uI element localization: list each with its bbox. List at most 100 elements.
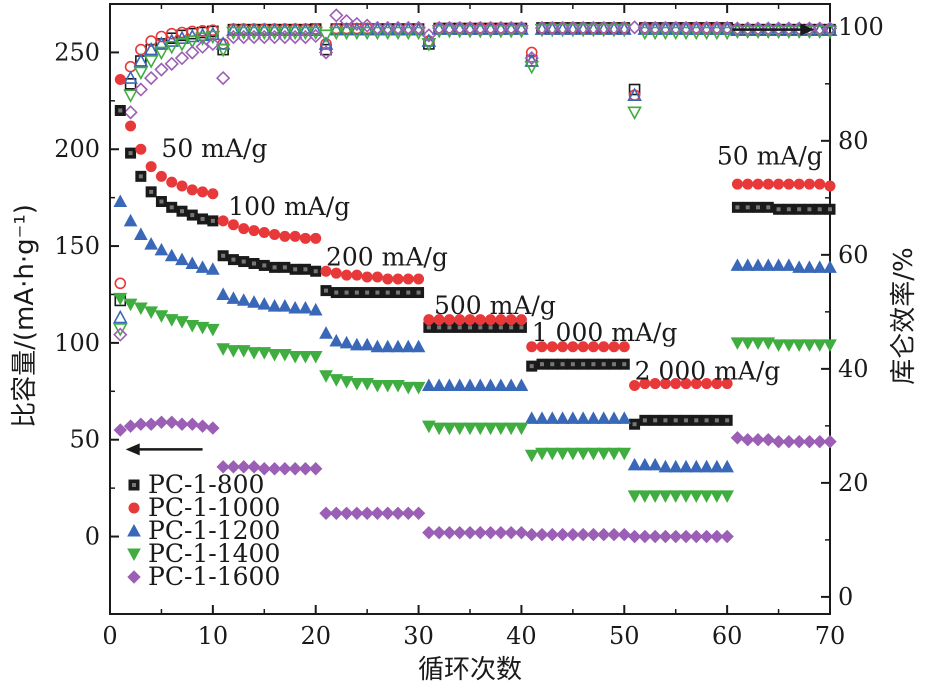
capacity-point [596,411,611,424]
capacity-point [350,378,364,391]
efficiency-point [236,22,252,37]
capacity-point-core [498,325,503,330]
efficiency-point [370,26,385,41]
capacity-point [257,297,272,310]
capacity-point [566,411,580,424]
capacity-point [401,506,415,521]
capacity-point-core [601,362,606,367]
capacity-point-core [354,290,359,295]
capacity-point [247,460,261,474]
efficiency-point [246,29,262,45]
x-tick-label: 0 [102,622,117,650]
capacity-point [339,335,354,349]
efficiency-point [143,55,159,69]
capacity-point [135,143,147,155]
capacity-point [175,316,189,329]
capacity-point [803,178,815,190]
arrow-head [800,23,815,36]
capacity-point [238,223,250,235]
capacity-point [494,525,508,540]
efficiency-point [730,21,745,36]
capacity-point [813,434,827,449]
capacity-point [207,188,219,200]
capacity-point [310,232,322,244]
capacity-point [617,527,631,542]
efficiency-point [473,20,488,36]
legend-label: PC-1-800 [148,470,264,499]
capacity-point [278,299,292,312]
capacity-point-core [375,290,380,295]
legend-marker-PC-1-1600 [127,570,141,584]
efficiency-point [719,26,735,41]
capacity-point [515,314,527,326]
capacity-point [638,457,652,471]
capacity-point-core [272,265,277,270]
capacity-point [627,457,642,471]
efficiency-point [812,21,827,36]
right-tick-label: 20 [838,469,869,497]
capacity-point [402,273,414,285]
capacity-point [123,298,138,312]
capacity-point [258,227,270,239]
capacity-point [720,490,734,503]
capacity-point [422,525,436,540]
capacity-point [689,490,704,503]
capacity-point [524,411,539,424]
efficiency-point [658,20,673,36]
capacity-point [710,459,724,473]
capacity-point-core [138,174,143,179]
capacity-point [248,225,260,237]
capacity-point [752,178,764,190]
capacity-point-core [262,263,267,268]
capacity-point-core [550,362,555,367]
efficiency-point [114,277,127,290]
capacity-point [360,337,374,351]
efficiency-point [421,33,437,47]
capacity-point [802,339,817,352]
efficiency-point [606,20,622,36]
capacity-point-core [704,418,709,423]
capacity-point [236,293,251,306]
capacity-point [555,447,570,461]
efficiency-point [205,36,220,52]
capacity-point [269,228,281,240]
capacity-point [360,506,374,521]
capacity-point [453,525,467,540]
efficiency-point [709,20,724,36]
capacity-point [411,339,426,353]
efficiency-point [771,21,786,36]
capacity-point [792,434,806,449]
capacity-point [134,302,148,316]
efficiency-point [205,26,221,41]
capacity-point-core [776,207,781,212]
efficiency-point [133,66,149,81]
capacity-point [319,326,333,339]
capacity-point [576,411,590,424]
capacity-point-core [159,199,164,204]
x-tick-label: 40 [506,622,537,650]
capacity-point [113,423,127,437]
capacity-point [370,506,385,521]
capacity-point [473,525,487,540]
efficiency-point [267,22,282,37]
efficiency-point [154,36,169,50]
efficiency-series-PC-1-1400 [112,23,838,337]
efficiency-point [216,70,231,86]
capacity-point-core [252,261,256,266]
capacity-point [423,314,435,326]
capacity-point [380,379,395,393]
capacity-point [442,422,457,436]
capacity-point-core [529,364,534,369]
capacity-point [339,506,354,521]
capacity-point [176,180,188,192]
capacity-point [206,421,220,435]
capacity-point [185,417,199,431]
efficiency-point [720,20,735,36]
capacity-point-core [221,253,226,258]
efficiency-point [411,20,426,36]
capacity-point [824,180,836,192]
capacity-point-core [416,290,421,295]
efficiency-point [328,21,344,36]
capacity-point [125,120,137,132]
efficiency-point [390,20,406,36]
